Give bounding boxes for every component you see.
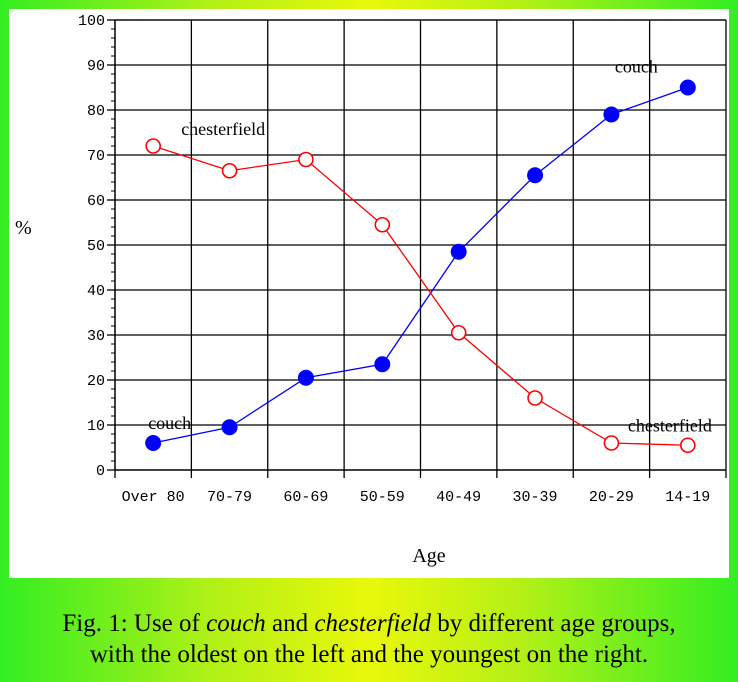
line-chart: 0 10 20 30 40 50 60 70 80 90 100 Over 80 70-79 60-69… — [15, 13, 727, 567]
y-tick-label: 60 — [87, 193, 105, 210]
x-tick-labels: Over 80 70-79 60-69 50-59 40-49 30-39 20-29 14-… — [122, 489, 711, 506]
caption-line-2: with the oldest on the left and the youn… — [89, 641, 649, 668]
data-point-couch — [221, 419, 238, 436]
caption-term-couch: couch — [206, 610, 266, 637]
y-tick-label: 70 — [87, 148, 105, 165]
caption-term-chesterfield: chesterfield — [314, 610, 432, 637]
series-line-chesterfield — [152, 145, 688, 446]
x-tick-label: 50-59 — [360, 489, 405, 506]
y-tick-label: 80 — [87, 103, 105, 120]
x-tick-label: 70-79 — [207, 489, 252, 506]
annotation-chesterfield: chesterfield — [628, 415, 712, 435]
x-tick-label: 20-29 — [589, 489, 634, 506]
y-tick-label: 10 — [87, 418, 105, 435]
y-tick-label: 100 — [78, 13, 105, 30]
data-point-chesterfield — [298, 151, 314, 168]
y-tick-label: 30 — [87, 328, 105, 345]
x-tick-label: 40-49 — [436, 489, 481, 506]
series-line-couch — [153, 86, 689, 444]
x-tick-label: 60-69 — [283, 489, 328, 506]
y-tick-label: 40 — [87, 283, 105, 300]
y-tick-label: 90 — [87, 58, 105, 75]
x-axis-title: Age — [412, 545, 445, 567]
caption-prefix: Fig. 1: Use of — [62, 610, 207, 637]
data-point-couch — [450, 243, 467, 260]
data-point-couch — [145, 435, 162, 451]
data-point-chesterfield — [145, 138, 161, 154]
data-point-chesterfield — [450, 324, 467, 341]
chart-panel: 0 10 20 30 40 50 60 70 80 90 100 Over 80 70-79 60-69… — [9, 9, 729, 578]
data-point-couch — [297, 369, 314, 386]
y-tick-label: 20 — [87, 373, 105, 390]
x-tick-label: 14-19 — [665, 489, 710, 506]
series — [145, 79, 696, 454]
axes — [114, 20, 727, 478]
data-point-chesterfield — [603, 435, 620, 451]
data-point-couch — [374, 356, 391, 373]
x-tick-label: 30-39 — [513, 489, 558, 506]
data-point-chesterfield — [527, 390, 543, 406]
y-tick-label: 0 — [96, 463, 105, 480]
annotation-couch: couch — [615, 57, 658, 77]
data-point-chesterfield — [221, 162, 238, 179]
x-tick-label: Over 80 — [122, 489, 185, 506]
grid — [115, 19, 727, 470]
annotation-couch: couch — [148, 413, 191, 433]
y-axis-title: % — [15, 217, 32, 239]
caption-middle: and — [265, 610, 315, 637]
data-point-couch — [603, 106, 620, 123]
annotation-chesterfield: chesterfield — [181, 119, 265, 139]
y-axis-ticks — [107, 19, 115, 471]
figure-caption: Fig. 1: Use of couch and chesterfield by… — [0, 608, 738, 670]
caption-suffix: by different age groups, — [431, 610, 676, 637]
data-point-chesterfield — [680, 437, 696, 454]
data-point-chesterfield — [374, 216, 391, 233]
y-tick-labels: 0 10 20 30 40 50 60 70 80 90 100 — [78, 13, 105, 480]
data-point-couch — [679, 79, 696, 96]
y-tick-label: 50 — [87, 238, 105, 255]
data-point-couch — [527, 167, 544, 184]
annotations: chesterfield couch couch chesterfield — [148, 57, 712, 436]
